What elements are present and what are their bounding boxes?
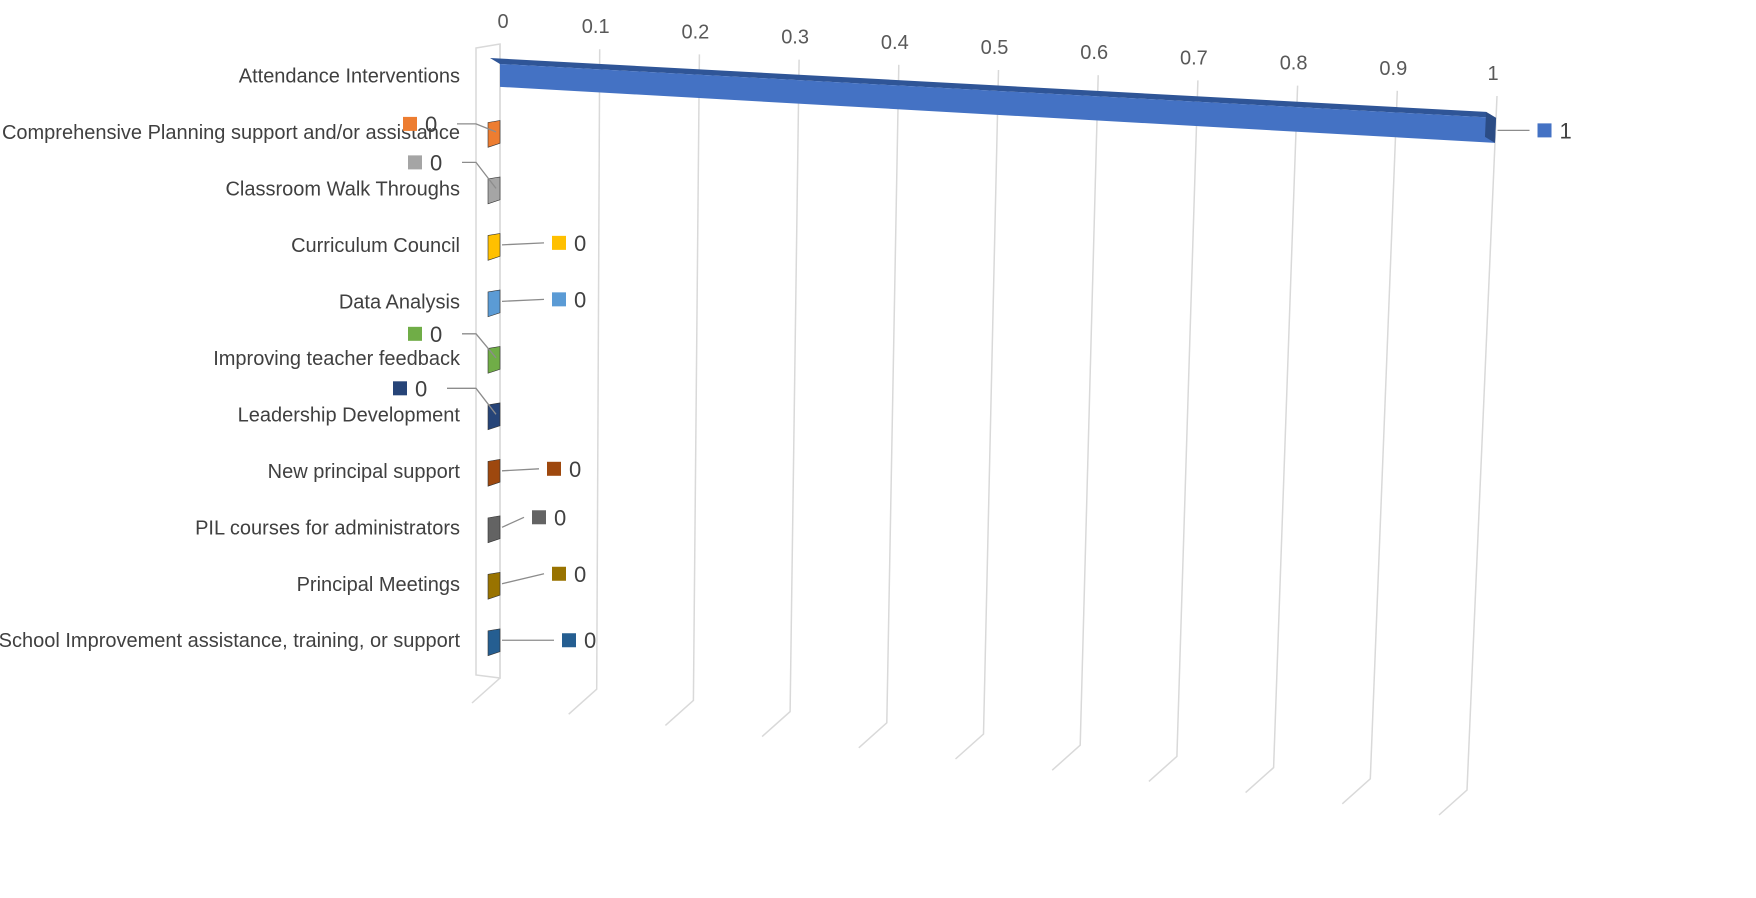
bar-school-improvement-assistance-training-or-support — [487, 628, 501, 657]
category-labels: Attendance Interventions Comprehensive Pl… — [0, 65, 461, 652]
data-label-comprehensive-planning-support-and-or-assistance: 0 — [425, 112, 437, 137]
leader-line — [501, 242, 545, 246]
gridline-10 — [1438, 95, 1498, 816]
category-label-pil-courses-for-administrators: PIL courses for administrators — [195, 517, 460, 539]
data-label-principal-meetings: 0 — [574, 562, 586, 587]
data-label-classroom-walk-throughs: 0 — [430, 150, 442, 175]
bar-end-face — [1484, 111, 1497, 143]
x-axis-ticks: 0 0.1 0.2 0.3 0.4 0.5 0.6 0.7 0.8 0.9 1 — [497, 11, 1498, 85]
gridline-1 — [568, 49, 601, 715]
bar-curriculum-council — [487, 233, 501, 261]
data-label-new-principal-support: 0 — [569, 457, 581, 482]
bar-attendance-interventions — [500, 63, 1497, 143]
legend-key-new-principal-support — [547, 461, 561, 476]
category-label-attendance-interventions: Attendance Interventions — [239, 65, 460, 87]
bar-new-principal-support — [487, 459, 501, 487]
category-label-curriculum-council: Curriculum Council — [291, 235, 460, 257]
x-tick-label: 0.1 — [582, 16, 610, 38]
legend-key-school-improvement-assistance-training-or-support — [562, 633, 576, 648]
leader-line — [501, 298, 545, 302]
category-label-classroom-walk-throughs: Classroom Walk Throughs — [225, 178, 460, 200]
bar-top-face — [490, 57, 1497, 118]
bar-pil-courses-for-administrators — [487, 515, 501, 544]
category-label-leadership-development: Leadership Development — [238, 404, 461, 426]
category-label-data-analysis: Data Analysis — [339, 291, 460, 313]
bar-principal-meetings — [487, 571, 501, 600]
data-label-leadership-development: 0 — [415, 376, 427, 401]
category-label-comprehensive-planning-support-and-or-assistance: Comprehensive Planning support and/or as… — [2, 122, 460, 144]
x-tick-label: 0 — [497, 11, 508, 33]
data-label-curriculum-council: 0 — [574, 231, 586, 256]
category-label-new-principal-support: New principal support — [268, 461, 461, 483]
gridlines — [471, 43, 1498, 816]
leader-line — [501, 468, 540, 472]
leader-line — [501, 573, 545, 585]
category-label-improving-teacher-feedback: Improving teacher feedback — [213, 348, 461, 370]
data-label-data-analysis: 0 — [574, 287, 586, 312]
bar-classroom-walk-throughs — [487, 176, 501, 205]
data-label-pil-courses-for-administrators: 0 — [554, 505, 566, 530]
gridline-8 — [1245, 85, 1299, 794]
x-tick-label: 0.8 — [1280, 53, 1308, 75]
x-tick-label: 0.5 — [981, 37, 1009, 59]
gridline-2 — [664, 54, 701, 726]
legend-key-pil-courses-for-administrators — [532, 510, 546, 525]
gridline-9 — [1341, 90, 1399, 805]
leader-line — [462, 161, 497, 189]
gridline-4 — [858, 64, 900, 749]
legend-key-improving-teacher-feedback — [408, 326, 422, 341]
bar-leadership-development — [487, 402, 501, 431]
legend-key-principal-meetings — [552, 566, 566, 581]
side-wall — [475, 43, 501, 679]
legend-key-comprehensive-planning-support-and-or-assistance — [403, 116, 417, 131]
leader-line — [462, 333, 497, 359]
gridline-6 — [1051, 75, 1099, 771]
category-label-principal-meetings: Principal Meetings — [297, 574, 460, 596]
x-tick-label: 1 — [1487, 63, 1498, 85]
legend-key-curriculum-council — [552, 235, 566, 250]
bars — [487, 57, 1497, 657]
gridline-5 — [955, 69, 1000, 760]
data-label-attendance-interventions: 1 — [1560, 118, 1572, 143]
bar-data-analysis — [487, 289, 501, 318]
gridline-3 — [761, 59, 800, 738]
x-tick-label: 0.4 — [881, 32, 909, 54]
leader-line — [447, 387, 497, 415]
data-label-improving-teacher-feedback: 0 — [430, 322, 442, 347]
x-tick-label: 0.6 — [1080, 42, 1108, 64]
legend-key-attendance-interventions — [1537, 123, 1552, 138]
leader-line — [501, 516, 525, 528]
x-tick-label: 0.9 — [1379, 58, 1407, 80]
gridline-7 — [1148, 80, 1199, 782]
category-label-school-improvement-assistance-training-or-support: School Improvement assistance, training,… — [0, 630, 460, 652]
legend-key-data-analysis — [552, 292, 566, 307]
bar-comprehensive-planning-support-and-or-assistance — [487, 120, 501, 148]
bar-improving-teacher-feedback — [487, 346, 501, 374]
legend-key-leadership-development — [393, 381, 407, 396]
legend-key-classroom-walk-throughs — [408, 155, 422, 170]
x-tick-label: 0.2 — [681, 21, 709, 43]
data-label-school-improvement-assistance-training-or-support: 0 — [584, 628, 596, 653]
leader-line — [457, 123, 497, 133]
x-tick-label: 0.3 — [781, 27, 809, 49]
x-tick-label: 0.7 — [1180, 47, 1208, 69]
